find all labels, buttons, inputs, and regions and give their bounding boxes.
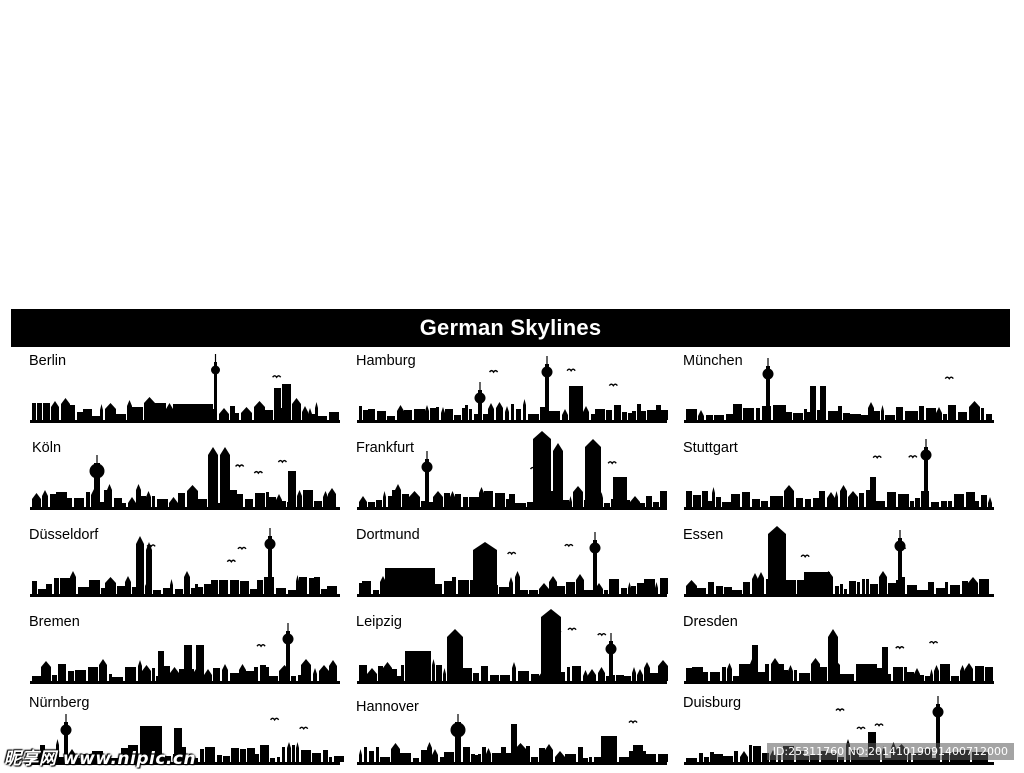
city-label: Nürnberg — [29, 695, 90, 711]
city-label: Bremen — [29, 614, 80, 630]
skyline-panel-essen: Essen — [682, 524, 994, 602]
skyline-silhouette — [30, 528, 340, 597]
skyline-silhouette — [30, 623, 340, 684]
page-title: German Skylines — [419, 315, 602, 340]
city-label: München — [683, 353, 743, 369]
skyline-panel-hamburg: Hamburg — [355, 350, 668, 428]
skyline-silhouette — [30, 714, 344, 765]
skyline-silhouette — [684, 629, 994, 684]
skyline-silhouette — [684, 358, 994, 423]
city-label: Düsseldorf — [29, 527, 99, 543]
city-label: Dresden — [683, 614, 738, 630]
skyline-panel-stuttgart: Stuttgart — [682, 437, 994, 515]
skyline-silhouette — [357, 714, 668, 765]
city-label: Hamburg — [356, 353, 416, 369]
city-label: Leipzig — [356, 614, 402, 630]
skyline-panel-bremen: Bremen — [28, 611, 340, 689]
skyline-panel-nuernberg: Nürnberg — [28, 692, 344, 770]
city-label: Hannover — [356, 699, 419, 715]
skyline-panel-muenchen: München — [682, 350, 994, 428]
skyline-silhouette — [30, 354, 340, 423]
skyline-silhouette — [684, 526, 994, 597]
watermark-id: ID:25311760 NO:20141019091400712000 — [766, 743, 1014, 760]
skyline-panel-duesseldorf: Düsseldorf — [28, 524, 340, 602]
skyline-silhouette — [30, 447, 340, 510]
title-banner: German Skylines — [11, 309, 1010, 347]
city-label: Dortmund — [356, 527, 420, 543]
skyline-silhouette — [684, 439, 994, 510]
skyline-panel-dresden: Dresden — [682, 611, 994, 689]
skyline-silhouette — [357, 356, 668, 423]
city-label: Berlin — [29, 353, 67, 369]
city-label: Duisburg — [683, 695, 742, 711]
skyline-grid: Berlin Hamburg München Köln Frankfurt St… — [28, 350, 996, 765]
city-label: Frankfurt — [356, 440, 415, 456]
skyline-panel-dortmund: Dortmund — [355, 524, 668, 602]
skyline-panel-leipzig: Leipzig — [355, 609, 668, 689]
skyline-panel-frankfurt: Frankfurt — [355, 431, 667, 515]
watermark-logo: 昵享网 www.nipic.cn — [4, 749, 197, 769]
skyline-silhouette — [357, 609, 668, 684]
city-label: Köln — [32, 440, 62, 456]
skyline-panel-hannover: Hannover — [355, 692, 668, 770]
skyline-panel-koeln: Köln — [28, 437, 340, 515]
skyline-panel-berlin: Berlin — [28, 350, 340, 428]
skyline-silhouette — [357, 431, 667, 510]
city-label: Essen — [683, 527, 724, 543]
city-label: Stuttgart — [683, 440, 738, 456]
skyline-silhouette — [357, 532, 668, 597]
